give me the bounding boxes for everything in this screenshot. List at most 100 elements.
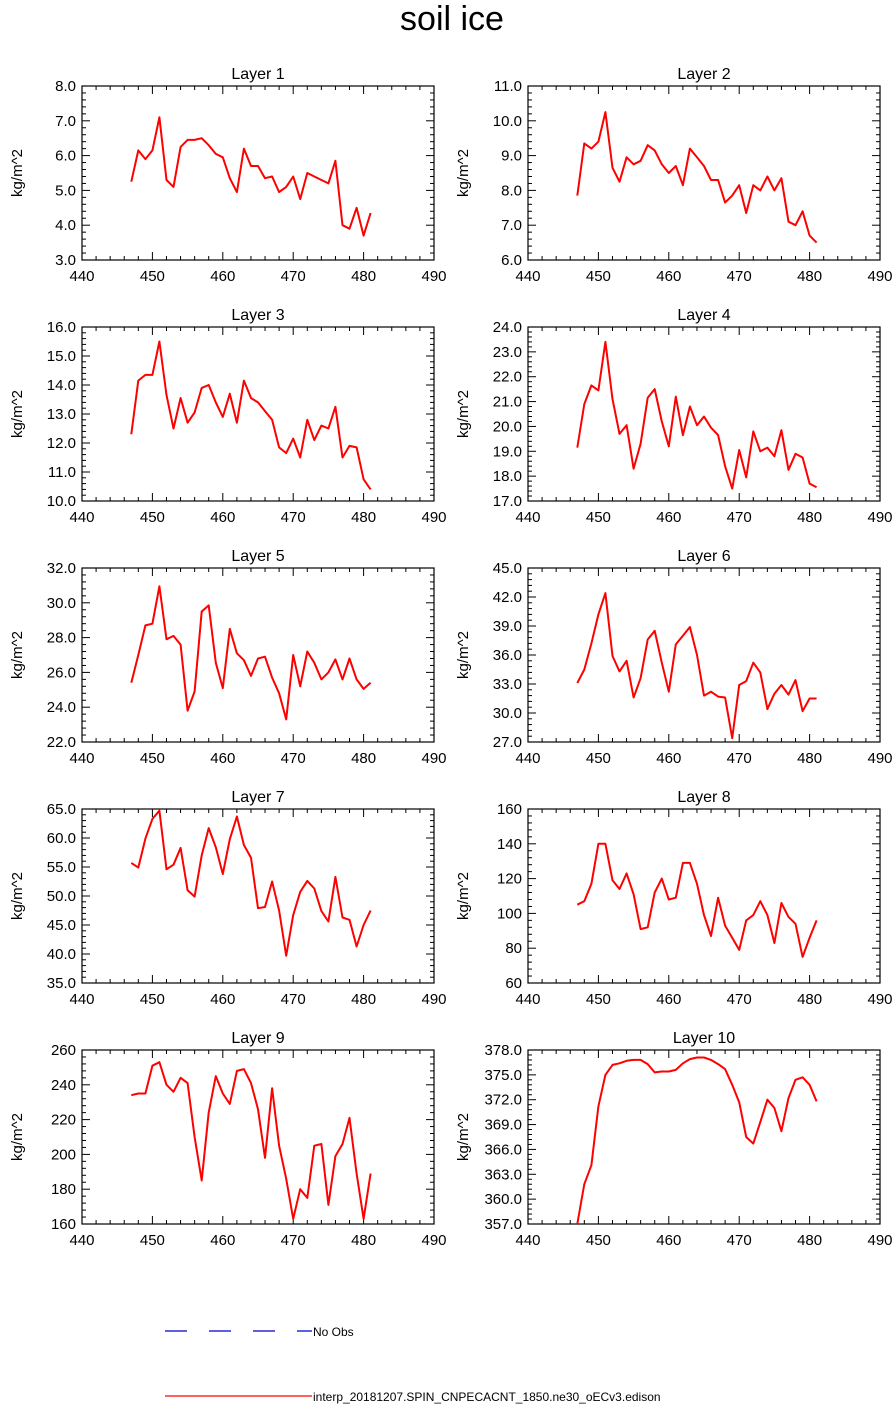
layer-7-xtick-label: 470	[281, 991, 306, 1008]
layer-4-xtick-label: 450	[586, 509, 611, 526]
layer-3-xtick-label: 490	[421, 509, 446, 526]
layer-10-title: Layer 10	[673, 1030, 735, 1047]
legend-item-no-obs: No Obs	[165, 1325, 354, 1339]
layer-1-ytick-label: 6.0	[55, 148, 76, 165]
layer-6-ytick-label: 36.0	[493, 647, 522, 664]
layer-3-xtick-label: 450	[140, 509, 165, 526]
layer-5-ylabel: kg/m^2	[9, 631, 26, 679]
layer-10-ytick-label: 378.0	[484, 1042, 522, 1059]
layer-7-xtick-label: 450	[140, 991, 165, 1008]
layer-2-xtick-label: 450	[586, 268, 611, 285]
layer-7-ytick-label: 65.0	[47, 801, 76, 818]
figure-title: soil ice	[400, 0, 504, 38]
layer-7-xtick-label: 480	[351, 991, 376, 1008]
layer-8-title: Layer 8	[677, 789, 730, 806]
layer-8-xtick-label: 440	[515, 991, 540, 1008]
layer-8-ytick-label: 140	[497, 836, 522, 853]
layer-9-series-line	[131, 1061, 372, 1220]
layer-3-title: Layer 3	[231, 307, 284, 324]
layer-9-xtick-label: 440	[69, 1232, 94, 1249]
layer-3-xtick-label: 460	[210, 509, 235, 526]
layer-3-panel: Layer 3 440 450 460 470 480 490 10.0 11.0 12.0 13.…	[9, 307, 447, 526]
layer-10-xtick-label: 450	[586, 1232, 611, 1249]
layer-5-ytick-label: 22.0	[47, 734, 76, 751]
layer-9-title: Layer 9	[231, 1030, 284, 1047]
layer-4-panel: Layer 4 440 450 460 470 480 490 17.0 18.0 19.0 20.…	[455, 307, 893, 526]
layer-2-ytick-label: 10.0	[493, 113, 522, 130]
layer-3-ytick-label: 10.0	[47, 493, 76, 510]
layer-9-xtick-label: 450	[140, 1232, 165, 1249]
layer-1-ytick-label: 3.0	[55, 252, 76, 269]
layer-2-xtick-label: 460	[656, 268, 681, 285]
layer-3-xtick-label: 440	[69, 509, 94, 526]
layer-9-panel: Layer 9 440 450 460 470 480 490 160 180 200 220 240…	[9, 1030, 447, 1249]
layer-5-xtick-label: 440	[69, 750, 94, 767]
layer-6-ylabel: kg/m^2	[455, 631, 472, 679]
layer-7-xtick-label: 440	[69, 991, 94, 1008]
layer-10-ytick-label: 366.0	[484, 1141, 522, 1158]
layer-9-xtick-label: 490	[421, 1232, 446, 1249]
legend-item-model: interp_20181207.SPIN_CNPECACNT_1850.ne30…	[165, 1390, 661, 1404]
layer-7-series-line	[130, 809, 372, 957]
layer-7-title: Layer 7	[231, 789, 284, 806]
layer-4-xtick-label: 490	[867, 509, 892, 526]
layer-6-series-line	[576, 592, 817, 740]
layer-7-panel: Layer 7 440 450 460 470 480 490 35.0 40.0 45.0 50.…	[9, 789, 447, 1008]
layer-10-xtick-label: 470	[727, 1232, 752, 1249]
layer-9-ylabel: kg/m^2	[9, 1113, 26, 1161]
layer-4-frame	[527, 326, 881, 502]
layer-4-xtick-label: 440	[515, 509, 540, 526]
layer-9-ytick-label: 200	[51, 1146, 76, 1163]
layer-8-frame	[527, 808, 881, 984]
layer-1-xtick-label: 460	[210, 268, 235, 285]
layer-6-ytick-label: 30.0	[493, 705, 522, 722]
layer-6-xtick-label: 450	[586, 750, 611, 767]
layer-3-ytick-label: 12.0	[47, 435, 76, 452]
layer-5-series-line	[130, 585, 372, 721]
layer-5-xtick-label: 460	[210, 750, 235, 767]
layer-8-ytick-label: 80	[505, 940, 522, 957]
layer-1-ytick-label: 8.0	[55, 78, 76, 95]
layer-9-ytick-label: 220	[51, 1112, 76, 1129]
legend-label-model: interp_20181207.SPIN_CNPECACNT_1850.ne30…	[313, 1390, 661, 1404]
layer-5-xtick-label: 490	[421, 750, 446, 767]
layer-5-panel: Layer 5 440 450 460 470 480 490 22.0 24.0 26.0 28.…	[9, 548, 447, 767]
layer-4-xtick-label: 470	[727, 509, 752, 526]
layer-3-xtick-label: 480	[351, 509, 376, 526]
layer-3-series-line	[130, 340, 372, 490]
layer-5-ytick-label: 28.0	[47, 630, 76, 647]
layer-3-ytick-label: 15.0	[47, 348, 76, 365]
layer-5-xtick-label: 480	[351, 750, 376, 767]
layer-6-xtick-label: 440	[515, 750, 540, 767]
layer-10-ytick-label: 363.0	[484, 1166, 522, 1183]
legend: No Obs interp_20181207.SPIN_CNPECACNT_18…	[165, 1325, 661, 1404]
layer-6-xtick-label: 490	[867, 750, 892, 767]
layer-10-panel: Layer 10 440 450 460 470 480 490 357.0 360.0 363.…	[455, 1030, 893, 1249]
layer-10-ytick-label: 357.0	[484, 1216, 522, 1233]
layer-7-ytick-label: 45.0	[47, 917, 76, 934]
layer-1-series-line	[130, 116, 372, 237]
layer-8-ytick-label: 160	[497, 801, 522, 818]
layer-9-xtick-label: 460	[210, 1232, 235, 1249]
layer-3-ytick-label: 14.0	[47, 377, 76, 394]
layer-8-xtick-label: 470	[727, 991, 752, 1008]
layer-3-ylabel: kg/m^2	[9, 390, 26, 438]
layer-9-ytick-label: 260	[51, 1042, 76, 1059]
panels: Layer 1 440 450 460 470 480 490 3.0 4.0 5.0 6.0 7.0…	[9, 66, 893, 1249]
layer-2-xtick-label: 470	[727, 268, 752, 285]
layer-5-ytick-label: 26.0	[47, 664, 76, 681]
layer-8-ytick-label: 100	[497, 905, 522, 922]
layer-10-xtick-label: 460	[656, 1232, 681, 1249]
layer-5-ytick-label: 30.0	[47, 595, 76, 612]
layer-2-frame	[527, 85, 881, 261]
layer-5-title: Layer 5	[231, 548, 284, 565]
layer-10-ytick-label: 360.0	[484, 1191, 522, 1208]
layer-4-ytick-label: 18.0	[493, 468, 522, 485]
layer-1-ytick-label: 7.0	[55, 113, 76, 130]
layer-7-ytick-label: 60.0	[47, 830, 76, 847]
layer-6-ytick-label: 27.0	[493, 734, 522, 751]
layer-2-ytick-label: 8.0	[501, 182, 522, 199]
layer-5-xtick-label: 470	[281, 750, 306, 767]
layer-4-ytick-label: 17.0	[493, 493, 522, 510]
layer-1-xtick-label: 490	[421, 268, 446, 285]
